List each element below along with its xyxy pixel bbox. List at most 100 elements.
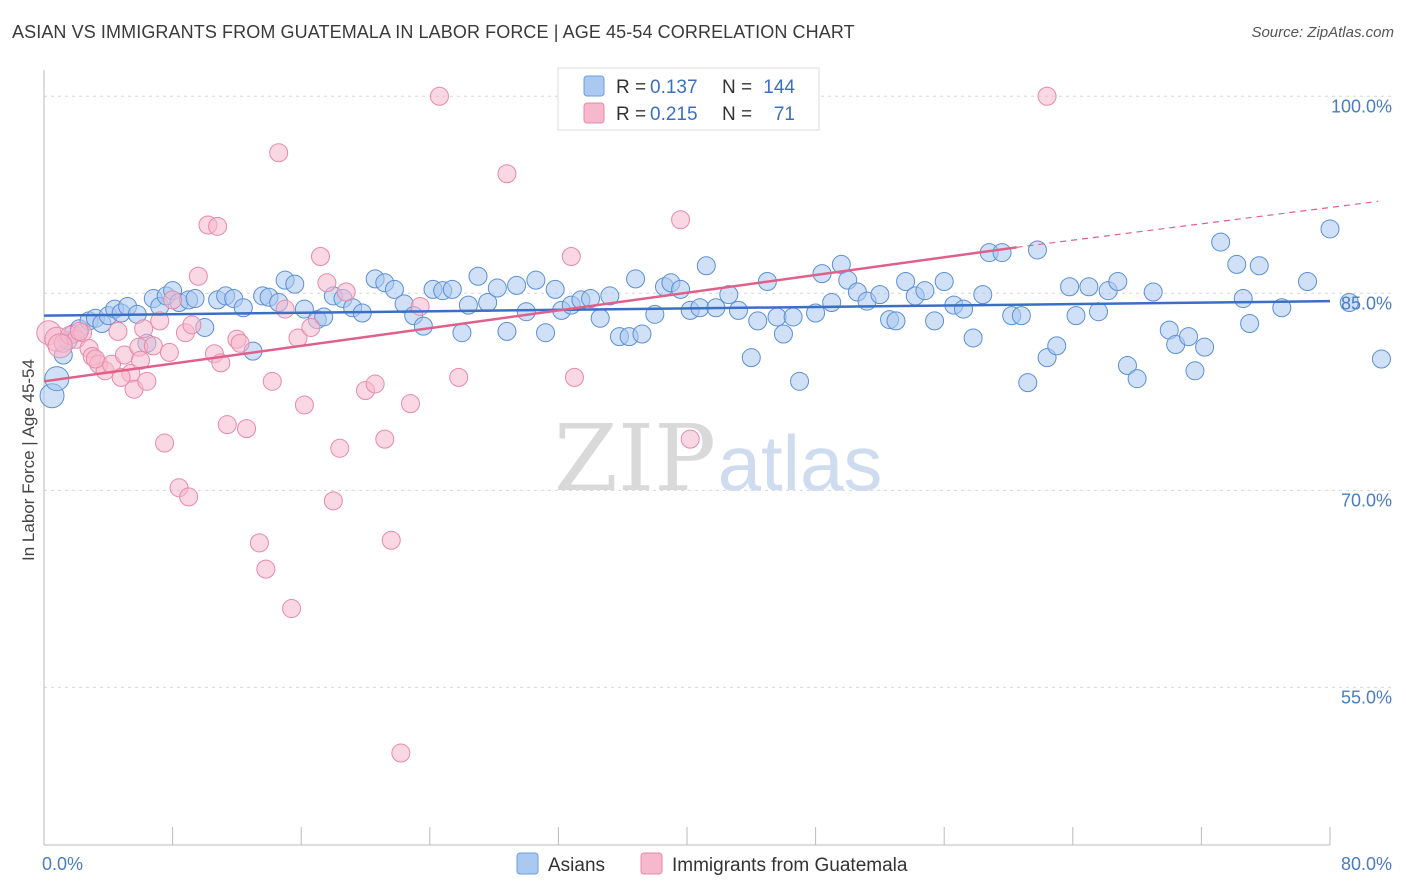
y-tick-label-3: 55.0% xyxy=(1341,687,1392,707)
point-asians-59 xyxy=(545,279,565,299)
legend-r-value-asians: 0.137 xyxy=(650,77,698,98)
point-guatemala-17 xyxy=(137,371,157,391)
point-guatemala-34 xyxy=(262,371,282,391)
watermark-zip: ZIP xyxy=(554,405,716,512)
point-asians-68 xyxy=(626,269,646,289)
point-guatemala-48 xyxy=(375,429,395,449)
point-asians-58 xyxy=(536,323,556,343)
point-asians-125 xyxy=(1179,327,1199,347)
y-tick-label-2: 70.0% xyxy=(1341,490,1392,510)
point-guatemala-24 xyxy=(179,487,199,507)
point-guatemala-61 xyxy=(1037,86,1057,106)
axes xyxy=(43,70,1331,846)
point-asians-48 xyxy=(442,279,462,299)
point-guatemala-20 xyxy=(155,433,175,453)
chart-title: ASIAN VS IMMIGRANTS FROM GUATEMALA IN LA… xyxy=(12,22,855,42)
point-guatemala-49 xyxy=(381,530,401,550)
point-asians-110 xyxy=(1018,373,1038,393)
point-guatemala-33 xyxy=(256,559,276,579)
legend-bottom: Asians Immigrants from Guatemala xyxy=(516,852,908,876)
point-asians-137 xyxy=(1371,349,1391,369)
point-guatemala-69 xyxy=(230,333,250,353)
point-guatemala-55 xyxy=(497,164,517,184)
point-asians-120 xyxy=(1117,356,1137,376)
point-guatemala-70 xyxy=(47,333,73,359)
y-tick-labels: 100.0% 85.0% 70.0% 55.0% xyxy=(1331,96,1392,707)
point-guatemala-43 xyxy=(323,491,343,511)
series-guatemala-points xyxy=(36,86,1057,763)
point-asians-104 xyxy=(963,328,983,348)
point-asians-69 xyxy=(632,324,652,344)
x-tick-labels: 0.0% 80.0% xyxy=(42,854,1392,874)
point-asians-53 xyxy=(487,278,507,298)
point-guatemala-54 xyxy=(449,367,469,387)
point-asians-94 xyxy=(870,285,890,305)
point-asians-107 xyxy=(992,243,1012,263)
point-guatemala-57 xyxy=(564,367,584,387)
bottom-legend-swatch-asians xyxy=(516,852,539,875)
point-asians-97 xyxy=(896,271,916,291)
legend-n-value-asians: 144 xyxy=(763,77,795,98)
point-asians-122 xyxy=(1143,282,1163,302)
point-asians-126 xyxy=(1185,361,1205,381)
point-guatemala-32 xyxy=(249,533,269,553)
point-guatemala-39 xyxy=(294,395,314,415)
point-guatemala-18 xyxy=(143,336,163,356)
point-asians-117 xyxy=(1089,302,1109,322)
point-guatemala-31 xyxy=(237,419,257,439)
point-guatemala-36 xyxy=(275,299,295,319)
point-asians-136 xyxy=(1339,293,1359,312)
point-asians-54 xyxy=(497,321,517,341)
point-asians-103 xyxy=(953,299,973,319)
y-axis-title: In Labor Force | Age 45-54 xyxy=(19,359,38,561)
point-guatemala-16 xyxy=(130,350,150,370)
point-guatemala-59 xyxy=(671,210,691,230)
trend-line-guatemala-extension xyxy=(1016,200,1379,248)
point-asians-76 xyxy=(696,256,716,276)
chart-source: Source: ZipAtlas.com xyxy=(1251,24,1394,41)
legend-swatch-asians xyxy=(583,75,605,97)
point-guatemala-28 xyxy=(208,216,228,236)
bottom-legend-swatch-guatemala xyxy=(640,852,663,875)
trend-line-guatemala xyxy=(43,246,1017,383)
x-tick-label-1: 80.0% xyxy=(1341,854,1392,874)
point-guatemala-56 xyxy=(561,247,581,267)
point-guatemala-62 xyxy=(69,321,89,341)
point-asians-132 xyxy=(1249,256,1269,276)
trend-lines xyxy=(43,200,1379,383)
point-guatemala-19 xyxy=(150,311,170,331)
point-asians-56 xyxy=(516,302,536,322)
point-asians-121 xyxy=(1127,369,1147,389)
y-tick-label-1: 85.0% xyxy=(1341,293,1392,313)
point-asians-96 xyxy=(886,311,906,331)
point-guatemala-53 xyxy=(429,86,449,106)
point-guatemala-44 xyxy=(330,438,350,458)
point-asians-100 xyxy=(925,311,945,331)
point-asians-85 xyxy=(783,307,803,327)
point-asians-101 xyxy=(934,271,954,291)
point-guatemala-37 xyxy=(282,599,302,619)
point-asians-135 xyxy=(1320,219,1340,239)
point-asians-57 xyxy=(526,270,546,290)
grid-lines xyxy=(44,95,1392,688)
point-asians-133 xyxy=(1272,298,1292,318)
point-guatemala-45 xyxy=(336,282,356,302)
point-asians-63 xyxy=(581,289,601,309)
point-asians-42 xyxy=(384,279,404,299)
point-asians-81 xyxy=(748,311,768,331)
point-asians-116 xyxy=(1079,277,1099,297)
legend-top: R = 0.137 N = 144 R = 0.215 N = 71 xyxy=(557,67,820,131)
point-asians-105 xyxy=(973,285,993,305)
point-guatemala-51 xyxy=(401,394,421,414)
legend-r-value-guatemala: 0.215 xyxy=(650,104,698,125)
point-asians-55 xyxy=(507,275,527,295)
point-asians-64 xyxy=(590,308,610,328)
point-asians-49 xyxy=(452,323,472,343)
point-asians-115 xyxy=(1066,306,1086,326)
point-asians-113 xyxy=(1047,336,1067,356)
point-asians-21 xyxy=(185,289,205,309)
point-guatemala-41 xyxy=(310,247,330,267)
trend-line-asians xyxy=(43,299,1331,317)
legend-r-label-guatemala: R = xyxy=(616,104,646,125)
watermark: ZIP atlas xyxy=(554,405,882,512)
